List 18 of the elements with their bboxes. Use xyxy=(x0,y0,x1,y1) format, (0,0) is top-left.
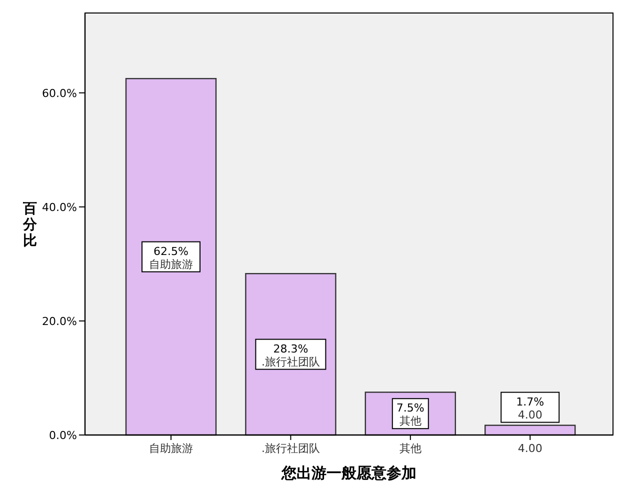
x-tick-label: .旅行社团队 xyxy=(261,442,320,455)
category-label: 其他 xyxy=(399,414,422,428)
data-label: 1.7% xyxy=(516,395,544,408)
data-label: 62.5% xyxy=(154,244,188,258)
data-label: 7.5% xyxy=(396,402,424,415)
y-tick-label: 0.0% xyxy=(49,429,77,442)
x-axis-title: 您出游一般愿意参加 xyxy=(280,464,416,482)
x-tick-label: 4.00 xyxy=(518,442,542,455)
category-label: .旅行社团队 xyxy=(261,355,320,368)
y-tick-label: 20.0% xyxy=(42,314,77,328)
y-tick-label: 60.0% xyxy=(42,86,77,100)
y-tick-label: 40.0% xyxy=(42,200,77,214)
y-axis-title: 百分比 xyxy=(22,201,38,249)
x-tick-label: 其他 xyxy=(399,442,422,455)
category-label: 自助旅游 xyxy=(149,258,193,271)
data-label: 28.3% xyxy=(273,342,308,356)
category-label: 4.00 xyxy=(518,408,542,422)
x-tick-label: 自助旅游 xyxy=(149,442,193,455)
